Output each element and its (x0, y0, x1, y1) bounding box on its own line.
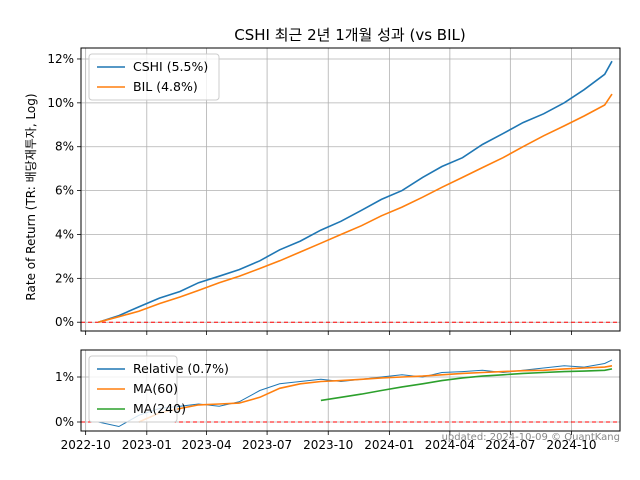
y-tick-label: 1% (55, 370, 74, 384)
y-tick-label: 0% (55, 415, 74, 429)
x-tick-label: 2023-01 (122, 438, 172, 452)
legend-box (88, 355, 178, 423)
y-tick-label: 12% (47, 52, 74, 66)
x-tick-label: 2024-01 (364, 438, 414, 452)
x-tick-label: 2023-04 (182, 438, 232, 452)
legend-label-1: MA(60) (133, 381, 178, 396)
main-plot-area: 0% 2% 4% 6% 8% 10% 12% CSHI (5.5%) BIL (4.8%) (47, 48, 620, 335)
y-tick-label: 2% (55, 271, 74, 285)
x-tick-label: 2023-07 (242, 438, 292, 452)
x-tick-label: 2022-10 (61, 438, 111, 452)
series-line-2 (320, 368, 613, 402)
relative-plot-frame (80, 349, 621, 432)
relative-plot-area: 2022-10 2023-01 2023-04 2023-07 2023-10 2024-… (55, 350, 620, 452)
y-axis-label: Rate of Return (TR: 배당재투자, Log) (24, 93, 38, 300)
y-tick-label: 4% (55, 227, 74, 241)
y-tick-label: 10% (47, 96, 74, 110)
y-tick-label: 8% (55, 140, 74, 154)
series-line-0 (98, 60, 613, 323)
series-line-1 (138, 365, 613, 423)
legend-label-1: BIL (4.8%) (133, 79, 198, 94)
series-line-1 (98, 93, 613, 323)
legend-label-2: MA(240) (133, 401, 186, 416)
footer-note: updated: 2024-10-09 © QuantKang (442, 432, 620, 443)
y-tick-label: 6% (55, 184, 74, 198)
x-tick-label: 2024-07 (485, 438, 535, 452)
main-plot-frame (80, 47, 621, 332)
x-tick-label: 2024-10 (546, 438, 596, 452)
x-tick-label: 2024-04 (425, 438, 475, 452)
x-tick-label: 2023-10 (303, 438, 353, 452)
legend-box (88, 53, 220, 101)
legend-label-0: CSHI (5.5%) (133, 59, 208, 74)
chart-title: CSHI 최근 2년 1개월 성과 (vs BIL) (234, 26, 465, 44)
legend-label-0: Relative (0.7%) (133, 361, 229, 376)
y-tick-label: 0% (55, 315, 74, 329)
